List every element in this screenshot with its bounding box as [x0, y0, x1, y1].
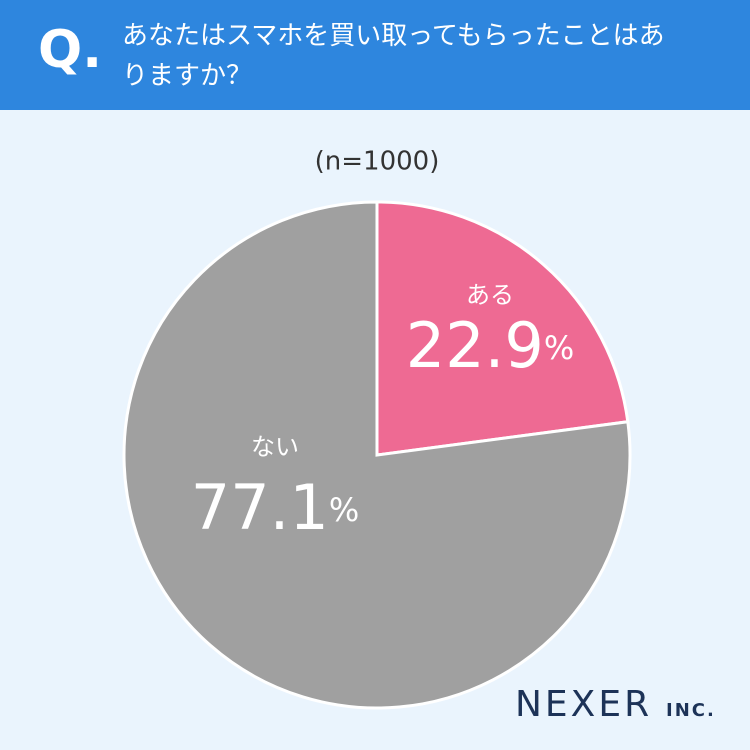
category-label: ない [251, 433, 299, 461]
pie-slice [122, 200, 632, 710]
pie-slice [375, 200, 630, 457]
header: Q. あなたはスマホを買い取ってもらったことはありますか？ [0, 0, 750, 110]
question-mark: Q. [38, 20, 102, 80]
chart-title: あなたはスマホを買い取ってもらったことはありますか？ [122, 21, 665, 91]
logo: NEXER [515, 684, 652, 725]
category-label: ある [466, 281, 514, 309]
value-label: 77.1% [191, 471, 359, 544]
value-label: 22.9% [406, 309, 574, 382]
chart-subtitle: (n=1000) [315, 147, 440, 177]
logo-suffix: INC. [666, 700, 716, 721]
